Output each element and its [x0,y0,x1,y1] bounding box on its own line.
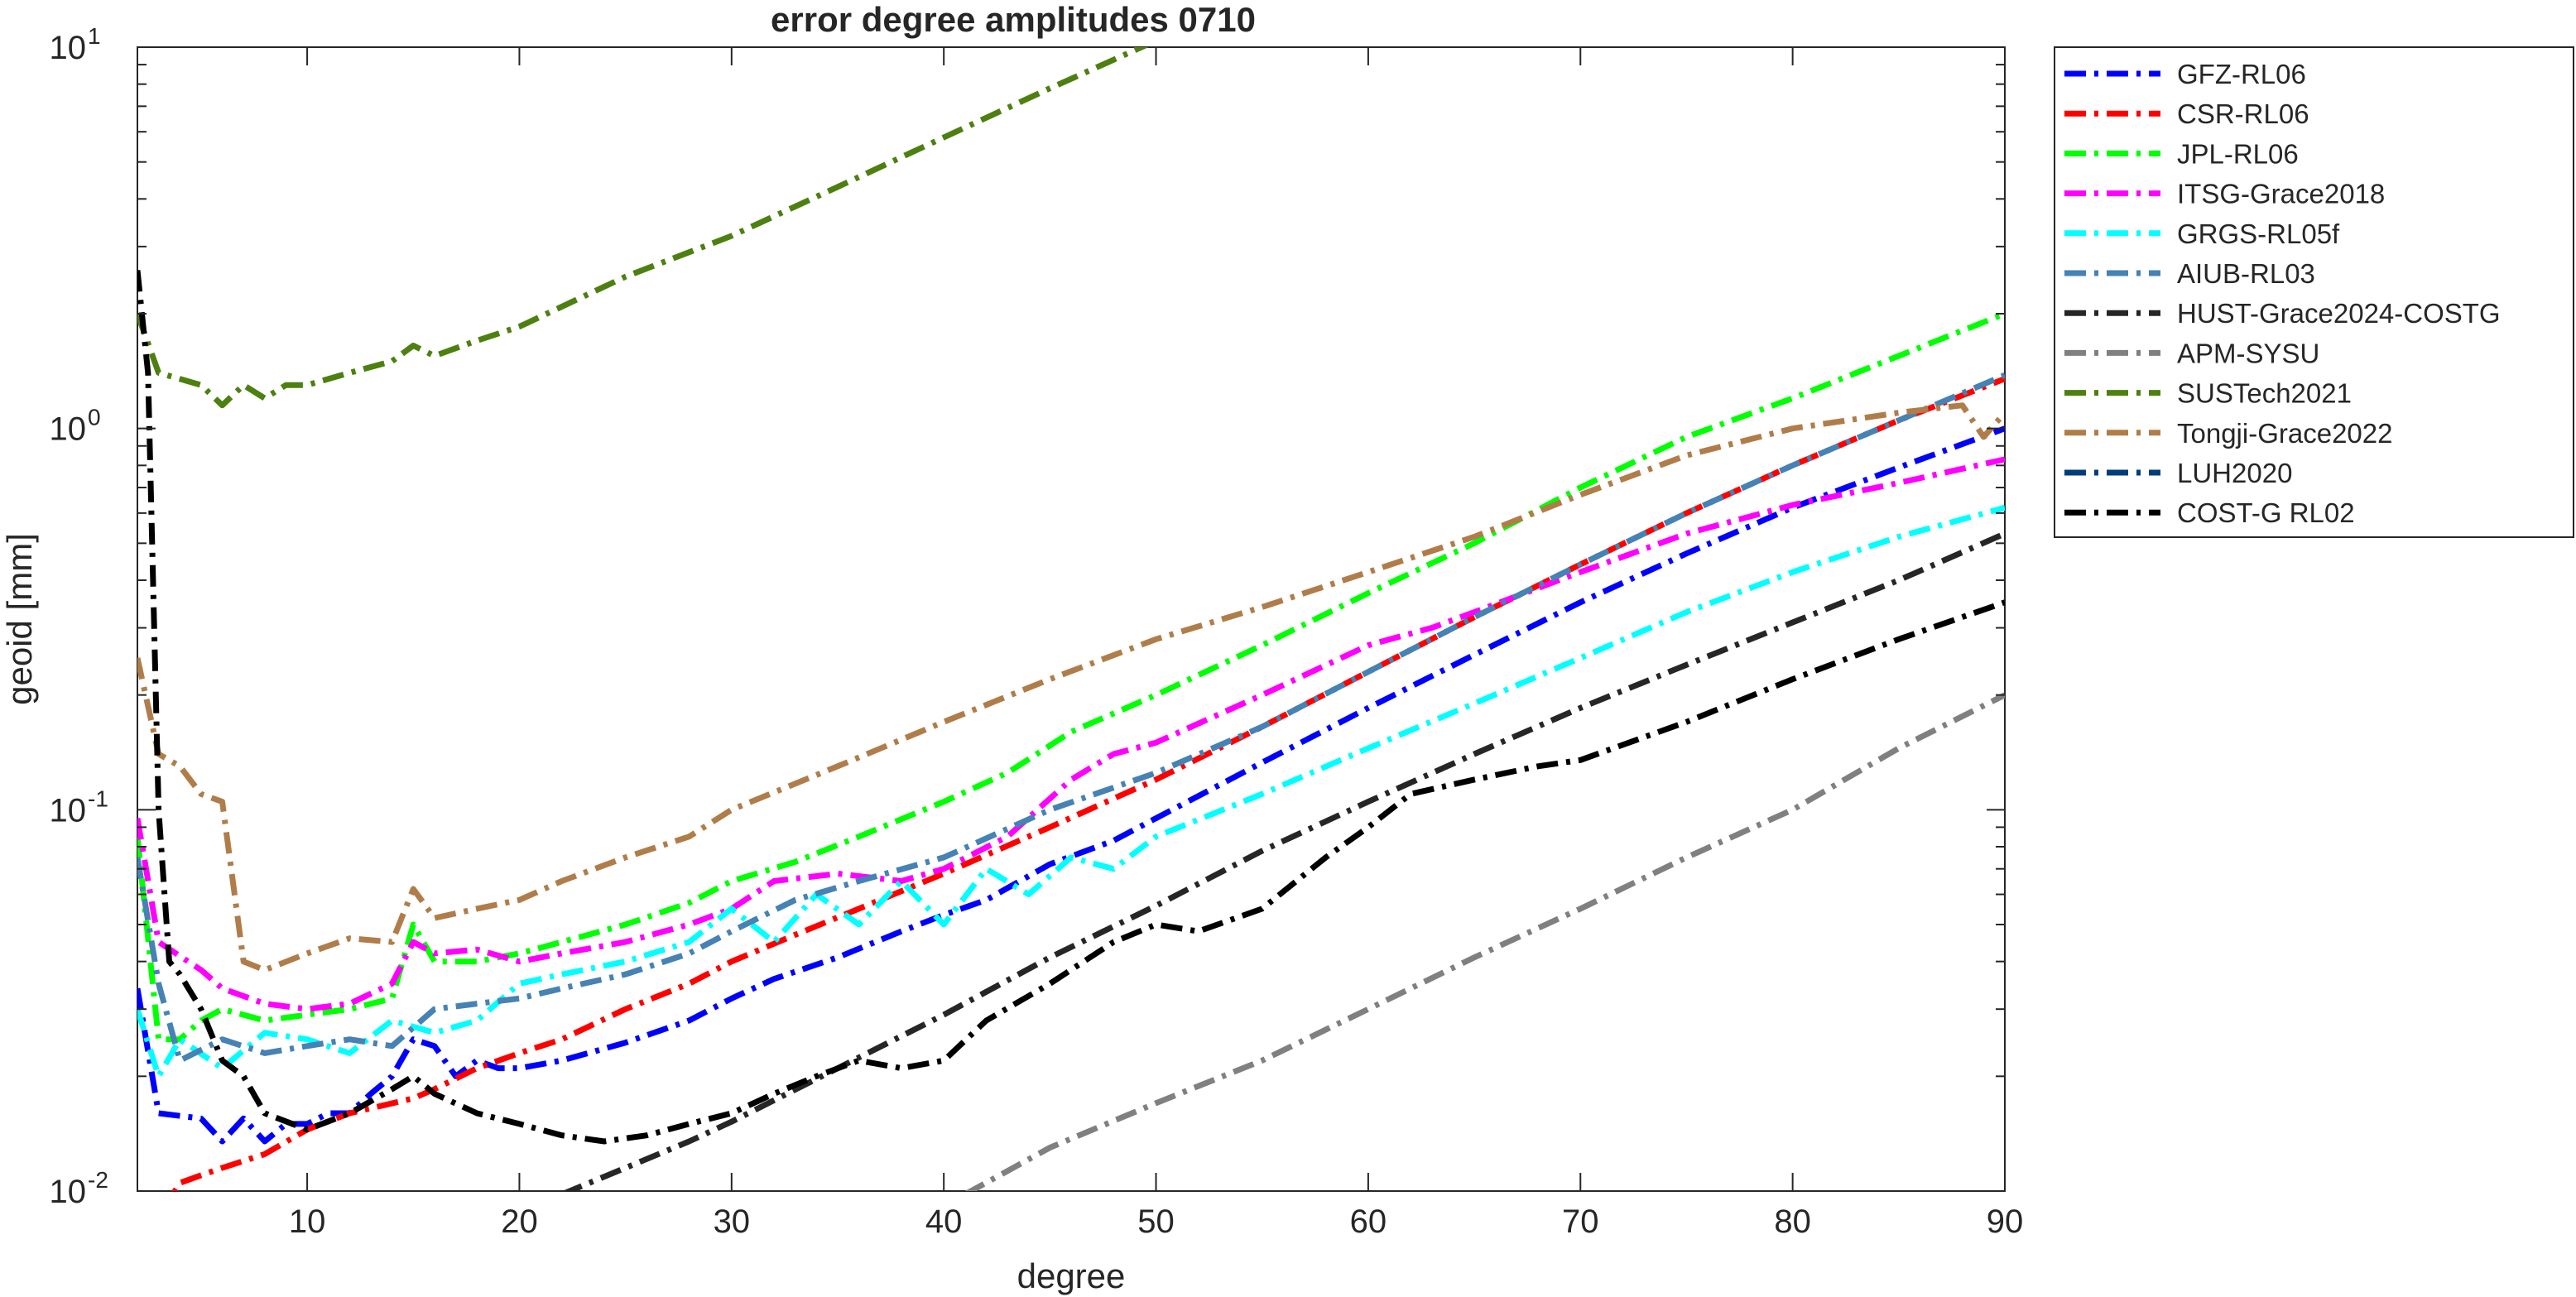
series-layer [137,47,2005,1191]
series-line-6 [562,531,2005,1191]
x-tick-label: 50 [1137,1203,1175,1240]
legend-label-11: COST-G RL02 [2177,497,2355,528]
legend-label-2: JPL-RL06 [2177,138,2299,169]
y-tick-label: 10 [50,792,87,829]
y-tick-exponent: 1 [88,23,101,49]
legend-label-0: GFZ-RL06 [2177,59,2306,89]
legend-label-1: CSR-RL06 [2177,98,2309,129]
y-axis-label: geoid [mm] [0,533,39,705]
y-tick-exponent: -1 [88,785,108,811]
legend-label-10: LUH2020 [2177,458,2292,488]
legend-label-7: APM-SYSU [2177,338,2319,368]
series-line-2 [137,310,2005,1043]
y-tick-label: 10 [50,411,87,448]
legend-label-9: Tongji-Grace2022 [2177,418,2393,449]
legend-label-6: HUST-Grace2024-COSTG [2177,298,2501,329]
series-line-3 [137,456,2005,1012]
y-tick-label: 10 [50,30,87,66]
y-tick-exponent: 0 [88,405,101,430]
x-tick-label: 10 [289,1203,326,1240]
series-line-5 [137,372,2005,1064]
legend: GFZ-RL06 CSR-RL06 JPL-RL06 ITSG-Grace2018 GR… [2054,46,2574,538]
legend-label-4: GRGS-RL05f [2177,219,2340,249]
legend-label-3: ITSG-Grace2018 [2177,179,2385,209]
y-tick-exponent: -2 [88,1167,108,1193]
series-line-9 [137,402,2005,973]
chart-title: error degree amplitudes 0710 [771,0,1256,39]
x-tick-label: 40 [925,1203,963,1240]
x-tick-label: 20 [501,1203,538,1240]
x-tick-label: 80 [1774,1203,1811,1240]
x-tick-label: 70 [1562,1203,1599,1240]
x-tick-label: 90 [1987,1203,2024,1240]
legend-label-8: SUSTech2021 [2177,378,2352,409]
series-line-8 [137,47,1149,409]
x-tick-label: 30 [714,1203,751,1240]
plot-frame [137,46,2006,1192]
series-line-0 [137,425,2005,1145]
legend-label-5: AIUB-RL03 [2177,258,2315,289]
legend-box [2054,46,2574,538]
series-line-11 [137,270,2005,1145]
x-tick-label: 60 [1350,1203,1387,1240]
y-tick-label: 10 [50,1174,87,1210]
series-line-7 [964,692,2005,1191]
x-axis-label: degree [1017,1256,1126,1295]
